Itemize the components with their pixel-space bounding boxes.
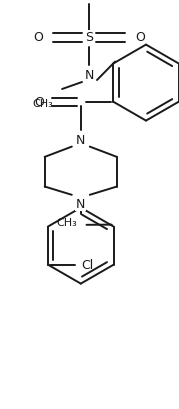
Text: O: O — [35, 96, 45, 109]
Text: S: S — [85, 31, 93, 45]
Text: N: N — [84, 70, 94, 82]
Text: CH₃: CH₃ — [32, 99, 53, 109]
Text: N: N — [76, 134, 86, 147]
Text: O: O — [33, 31, 43, 45]
Text: Cl: Cl — [81, 258, 93, 272]
Text: N: N — [76, 198, 86, 211]
Text: O: O — [135, 31, 145, 45]
Text: CH₃: CH₃ — [57, 217, 78, 227]
